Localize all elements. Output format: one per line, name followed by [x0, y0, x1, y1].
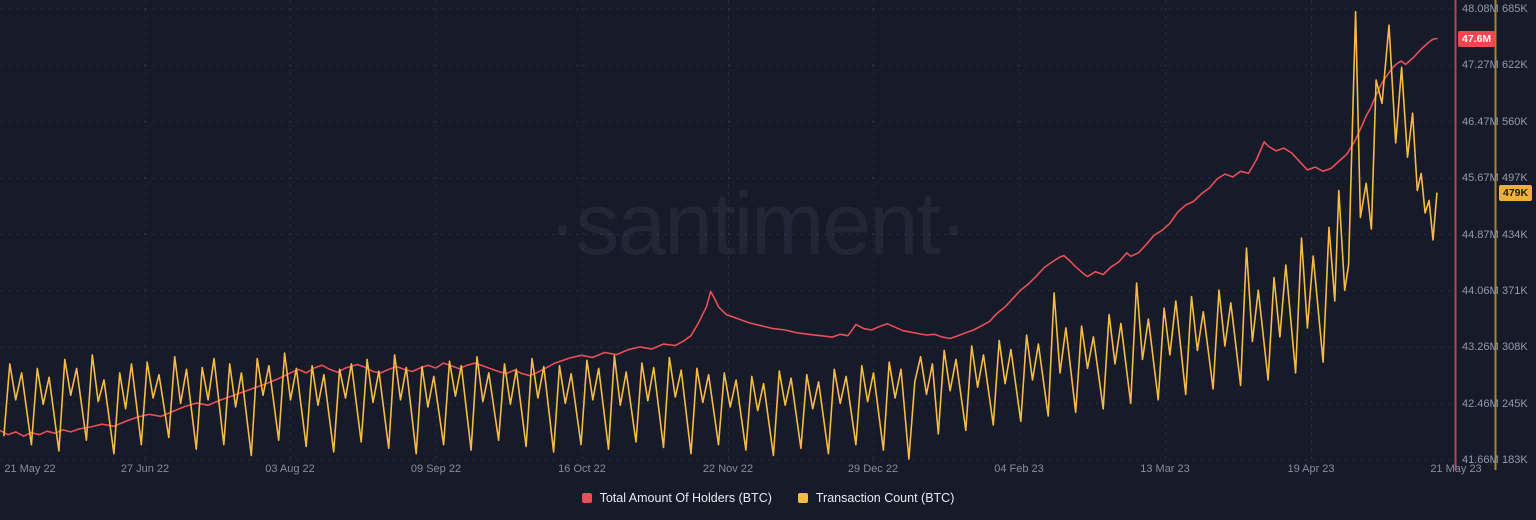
- x-axis-tick-label: 09 Sep 22: [410, 463, 462, 475]
- x-axis-tick-label: 21 May 23: [1430, 463, 1482, 475]
- transactions-axis-tick-label: 308K: [1502, 341, 1528, 354]
- transactions-axis-tick-label: 497K: [1502, 172, 1528, 185]
- x-axis-tick-label: 19 Apr 23: [1287, 463, 1335, 475]
- holders-axis-tick-label: 48.08M: [1462, 3, 1499, 15]
- transactions-axis-tick-label: 560K: [1502, 115, 1528, 128]
- holders-axis-tick-label: 43.26M: [1462, 341, 1499, 354]
- holders-current-value-badge: 47.6M: [1458, 30, 1496, 47]
- holders-axis-tick-label: 44.06M: [1462, 284, 1499, 297]
- santiment-watermark: ·santiment·: [547, 174, 968, 273]
- holders-axis-tick-label: 45.67M: [1462, 172, 1499, 185]
- transactions-axis-tick-label: 685K: [1502, 3, 1528, 15]
- x-axis-tick-label: 22 Nov 22: [702, 463, 754, 475]
- x-axis-tick-label: 29 Dec 22: [847, 463, 899, 475]
- holders-axis-tick-label: 46.47M: [1462, 115, 1499, 128]
- legend: Total Amount Of Holders (BTC) Transactio…: [0, 491, 1536, 505]
- transactions-axis-tick-label: 245K: [1502, 397, 1528, 410]
- legend-item-holders[interactable]: Total Amount Of Holders (BTC): [581, 491, 772, 505]
- holders-axis-tick-label: 47.27M: [1462, 59, 1499, 72]
- x-axis-tick-label: 13 Mar 23: [1140, 463, 1190, 475]
- x-axis-tick-label: 03 Aug 22: [265, 463, 315, 475]
- x-axis-tick-label: 04 Feb 23: [994, 463, 1044, 475]
- x-axis-tick-label: 27 Jun 22: [120, 463, 170, 475]
- transactions-series-label: Transaction Count (BTC): [815, 491, 955, 505]
- transactions-series-swatch: [797, 493, 808, 503]
- holders-axis-tick-label: 41.66M: [1462, 454, 1499, 466]
- transactions-axis-tick-label: 434K: [1502, 228, 1528, 241]
- holders-axis-tick-label: 42.46M: [1462, 397, 1499, 410]
- x-axis-tick-label: 21 May 22: [4, 463, 56, 475]
- transactions-series-line: [3, 10, 1438, 460]
- transactions-current-value-badge: 479K: [1499, 185, 1533, 202]
- legend-item-transactions[interactable]: Transaction Count (BTC): [797, 491, 955, 505]
- holders-axis-tick-label: 44.87M: [1462, 228, 1499, 241]
- x-axis-tick-label: 16 Oct 22: [558, 463, 606, 475]
- holders-series-label: Total Amount Of Holders (BTC): [599, 491, 772, 505]
- transactions-axis-tick-label: 622K: [1502, 59, 1528, 72]
- holders-series-line: [0, 37, 1438, 437]
- transactions-axis-tick-label: 183K: [1502, 454, 1528, 466]
- holders-series-swatch: [581, 493, 592, 503]
- transactions-axis-tick-label: 371K: [1502, 284, 1528, 297]
